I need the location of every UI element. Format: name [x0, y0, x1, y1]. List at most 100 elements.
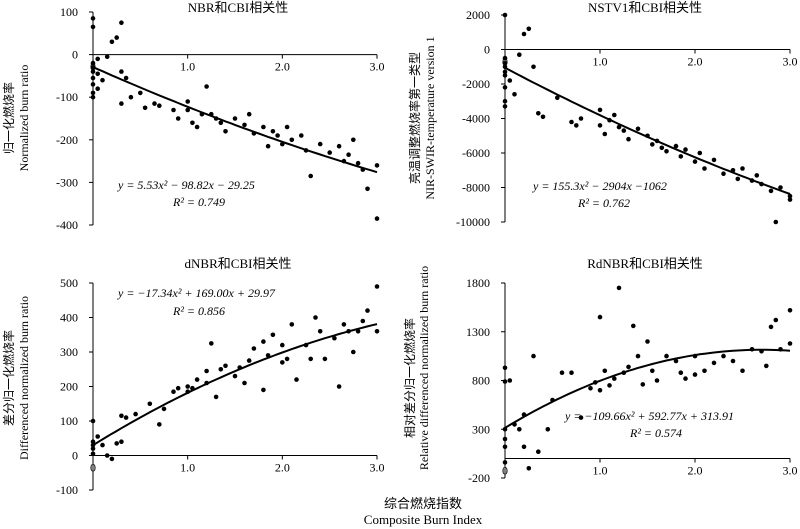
data-point — [355, 329, 361, 334]
data-point — [242, 122, 247, 128]
data-point — [100, 77, 105, 83]
data-point — [683, 376, 688, 381]
data-point — [730, 168, 736, 173]
fit-equation: y = 5.53x² − 98.82x − 29.25 — [117, 178, 255, 192]
fit-curve — [504, 66, 791, 195]
data-point — [768, 188, 774, 194]
data-point — [327, 150, 333, 155]
y-axis-label-cn: 差分归一化燃烧率 — [1, 330, 16, 426]
data-point — [190, 385, 195, 391]
data-point — [185, 99, 190, 104]
r-squared: R² = 0.749 — [172, 195, 225, 209]
data-point — [787, 308, 793, 313]
data-point — [232, 373, 238, 379]
data-point — [574, 123, 579, 128]
data-point — [502, 73, 508, 78]
data-point — [531, 64, 536, 70]
x-tick-label: 3.0 — [370, 461, 385, 475]
data-point — [109, 39, 115, 45]
data-point — [683, 147, 688, 152]
data-point — [270, 332, 276, 338]
data-point — [536, 449, 541, 455]
x-tick-label: 3.0 — [783, 55, 798, 69]
data-point — [213, 116, 219, 121]
data-point — [740, 166, 745, 171]
data-point — [365, 308, 370, 313]
data-point — [778, 185, 783, 190]
data-point — [374, 284, 380, 289]
r-squared: R² = 0.574 — [629, 426, 682, 440]
data-point — [526, 26, 532, 32]
y-tick-label: -8000 — [462, 181, 490, 195]
data-point — [308, 173, 314, 179]
r-squared: R² = 0.762 — [577, 196, 630, 210]
data-point — [355, 160, 361, 166]
y-axis-label-en: Normalized burn ratio — [17, 65, 31, 172]
data-point — [626, 136, 631, 142]
data-point — [204, 368, 209, 374]
data-point — [218, 120, 224, 126]
panel-rdnbr: RdNBR和CBI相关性 相对差分归一化燃烧率 Relative differe… — [402, 256, 798, 485]
x-tick-label: 2.0 — [688, 464, 703, 478]
data-point — [175, 116, 181, 121]
y-tick-label: 400 — [60, 311, 78, 325]
y-tick-label: 2000 — [466, 8, 490, 22]
data-point — [90, 451, 96, 457]
data-point — [502, 69, 508, 75]
data-point — [360, 167, 366, 172]
data-point — [119, 20, 124, 26]
data-point — [232, 116, 238, 121]
data-point — [90, 94, 96, 100]
data-point — [265, 143, 271, 149]
x-tick-label: 0 — [90, 461, 96, 475]
y-axis-label-en: NIR-SWIR-temperature version 1 — [423, 36, 437, 199]
y-tick-label: 100 — [60, 414, 78, 428]
data-point — [730, 358, 736, 364]
data-point — [223, 129, 228, 134]
data-point — [597, 388, 603, 393]
data-point — [507, 78, 513, 83]
data-point — [95, 71, 100, 77]
data-point — [218, 367, 224, 372]
y-axis-label-en: Relative differenced normalized burn rat… — [417, 266, 431, 470]
data-point — [90, 16, 96, 21]
data-point — [555, 95, 560, 101]
data-point — [664, 353, 669, 359]
data-point — [502, 365, 508, 371]
data-point — [697, 150, 703, 156]
data-point — [664, 149, 669, 154]
data-point — [90, 75, 96, 81]
data-point — [692, 353, 698, 359]
data-point — [517, 427, 522, 432]
y-tick-label: -400 — [56, 218, 78, 232]
y-tick-label: 0 — [72, 48, 78, 62]
data-point — [341, 158, 347, 164]
y-axis-label-cn: 亮温调整燃烧率第一类型 — [407, 52, 422, 184]
data-point — [280, 141, 285, 147]
data-point — [768, 324, 774, 330]
data-point — [764, 363, 769, 369]
data-point — [185, 384, 190, 389]
data-point — [123, 415, 129, 420]
y-axis-label-en: Differenced normalized burn ratio — [17, 296, 31, 460]
data-point — [526, 466, 532, 471]
data-point — [275, 133, 280, 138]
data-point — [374, 329, 380, 334]
data-point — [787, 197, 793, 202]
data-point — [502, 444, 508, 450]
panel-nstv1: NSTV1和CBI相关性 亮温调整燃烧率第一类型 NIR-SWIR-temper… — [407, 0, 798, 229]
data-point — [735, 176, 741, 182]
data-point — [133, 411, 138, 417]
y-tick-label: -300 — [56, 175, 78, 189]
data-point — [261, 339, 266, 344]
data-point — [185, 389, 190, 395]
data-point — [322, 356, 328, 362]
data-point — [692, 372, 698, 377]
data-point — [521, 412, 527, 417]
data-point — [299, 133, 304, 138]
data-point — [209, 341, 214, 346]
data-point — [673, 358, 679, 364]
data-point — [711, 157, 717, 163]
data-point — [502, 61, 508, 66]
y-tick-label: 200 — [60, 380, 78, 394]
